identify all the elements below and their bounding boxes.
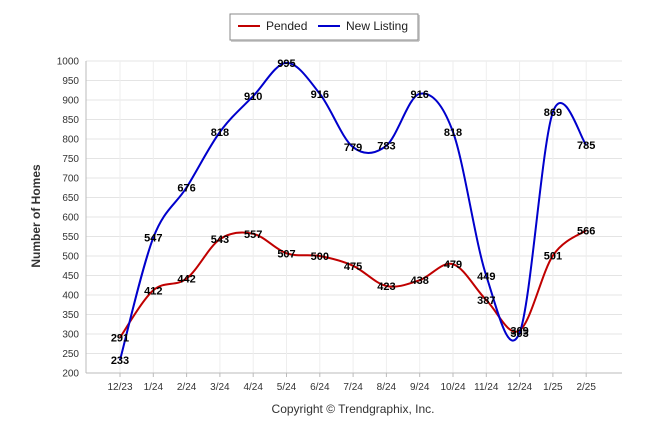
data-label-new-listing: 449: [477, 271, 495, 283]
y-axis: 200 250 300 350 400 450 500 550 600 650 700 750 800 8…: [57, 57, 87, 380]
x-tick-label: 2/24: [177, 382, 197, 393]
y-tick-label: 600: [62, 213, 79, 224]
x-tick-label: 8/24: [377, 382, 397, 393]
x-tick-label: 1/25: [543, 382, 563, 393]
data-label-new-listing: 916: [311, 89, 329, 101]
data-label-new-listing: 869: [544, 107, 562, 119]
data-label-pended: 501: [544, 251, 562, 263]
y-tick-label: 300: [62, 330, 79, 341]
y-tick-label: 950: [62, 76, 79, 87]
x-tick-label: 12/23: [107, 382, 132, 393]
data-label-pended: 291: [111, 333, 129, 345]
legend: Pended New Listing: [229, 13, 420, 42]
y-tick-label: 200: [62, 369, 79, 380]
data-label-pended: 557: [244, 229, 262, 241]
data-label-new-listing: 303: [510, 328, 528, 340]
y-tick-label: 450: [62, 271, 79, 282]
data-label-new-listing: 779: [344, 142, 362, 154]
x-axis: 12/23 1/24 2/24 3/24 4/24 5/24 6/24 7/24 8/24 9/2…: [86, 372, 622, 393]
data-label-new-listing: 233: [111, 355, 129, 367]
data-label-pended: 566: [577, 225, 595, 237]
legend-label-new-listing: New Listing: [346, 19, 408, 33]
data-label-new-listing: 818: [444, 127, 462, 139]
y-tick-label: 650: [62, 193, 79, 204]
data-label-new-listing: 783: [377, 141, 395, 153]
data-label-pended: 412: [144, 285, 162, 297]
y-tick-label: 850: [62, 115, 79, 126]
copyright-footer: Copyright © Trendgraphix, Inc.: [272, 402, 435, 416]
x-tick-label: 12/24: [507, 382, 532, 393]
x-tick-label: 4/24: [243, 382, 263, 393]
y-tick-label: 500: [62, 252, 79, 263]
x-tick-label: 9/24: [410, 382, 430, 393]
y-tick-label: 1000: [57, 57, 80, 68]
data-label-pended: 507: [277, 248, 295, 260]
y-tick-label: 800: [62, 135, 79, 146]
y-tick-label: 400: [62, 291, 79, 302]
data-label-pended: 309: [510, 325, 528, 337]
data-label-new-listing: 785: [577, 140, 595, 152]
data-label-new-listing: 547: [144, 233, 162, 245]
series-line-pended: [119, 229, 587, 339]
data-labels: 291 412 442 543 557 507 500 475 423 438 479 387 309 5…: [111, 58, 596, 367]
y-axis-title: Number of Homes: [29, 164, 43, 268]
y-tick-label: 550: [62, 232, 79, 243]
x-tick-label: 6/24: [310, 382, 330, 393]
data-label-new-listing: 916: [411, 89, 429, 101]
data-label-pended: 500: [311, 251, 329, 263]
gridlines: [86, 60, 622, 374]
data-label-new-listing: 995: [277, 58, 295, 70]
y-tick-label: 900: [62, 96, 79, 107]
y-tick-label: 350: [62, 310, 79, 321]
x-tick-label: 10/24: [440, 382, 465, 393]
data-label-pended: 438: [411, 275, 429, 287]
y-tick-label: 250: [62, 349, 79, 360]
x-tick-label: 5/24: [277, 382, 297, 393]
x-tick-label: 1/24: [144, 382, 164, 393]
data-label-pended: 479: [444, 259, 462, 271]
data-label-pended: 423: [377, 281, 395, 293]
data-label-pended: 475: [344, 261, 362, 273]
y-tick-label: 700: [62, 174, 79, 185]
data-label-pended: 387: [477, 295, 495, 307]
series-line-new-listing: [119, 61, 588, 361]
x-tick-label: 7/24: [343, 382, 363, 393]
legend-label-pended: Pended: [266, 19, 307, 33]
x-tick-label: 3/24: [210, 382, 230, 393]
x-tick-label: 11/24: [474, 382, 499, 393]
series-lines: [119, 61, 588, 361]
data-label-new-listing: 910: [244, 91, 262, 103]
data-label-pended: 442: [177, 274, 195, 286]
data-label-new-listing: 676: [177, 182, 195, 194]
y-tick-label: 750: [62, 154, 79, 165]
data-label-pended: 543: [211, 234, 229, 246]
x-tick-label: 2/25: [576, 382, 596, 393]
data-label-new-listing: 818: [211, 127, 229, 139]
